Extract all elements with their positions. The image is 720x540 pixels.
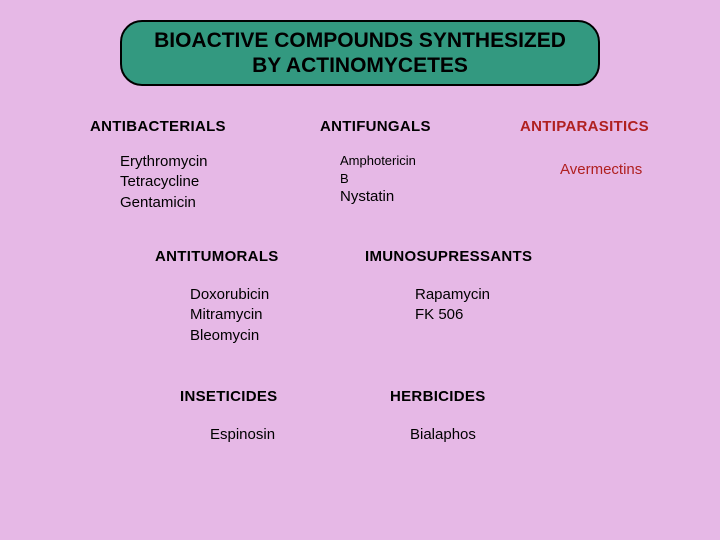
- items-antiparasitics: Avermectins: [560, 160, 642, 180]
- item-fk506: FK 506: [415, 305, 490, 325]
- item-bialaphos: Bialaphos: [410, 425, 476, 445]
- category-antifungals: ANTIFUNGALS: [320, 118, 431, 135]
- category-insecticides: INSETICIDES: [180, 388, 277, 405]
- item-avermectins: Avermectins: [560, 160, 642, 180]
- items-herbicides: Bialaphos: [410, 425, 476, 445]
- items-immunosuppressants: Rapamycin FK 506: [415, 285, 490, 326]
- items-insecticides: Espinosin: [210, 425, 275, 445]
- category-immunosuppressants: IMUNOSUPRESSANTS: [365, 248, 532, 265]
- items-antibacterials: Erythromycin Tetracycline Gentamicin: [120, 152, 208, 213]
- category-antibacterials: ANTIBACTERIALS: [90, 118, 226, 135]
- title-line2: BY ACTINOMYCETES: [136, 53, 584, 78]
- item-espinosin: Espinosin: [210, 425, 275, 445]
- category-herbicides: HERBICIDES: [390, 388, 486, 405]
- item-nystatin: Nystatin: [340, 187, 416, 207]
- category-antiparasitics: ANTIPARASITICS: [520, 118, 649, 135]
- item-erythromycin: Erythromycin: [120, 152, 208, 172]
- items-antitumorals: Doxorubicin Mitramycin Bleomycin: [190, 285, 269, 346]
- item-gentamicin: Gentamicin: [120, 193, 208, 213]
- item-amphotericin-1: Amphotericin: [340, 152, 416, 170]
- title-box: BIOACTIVE COMPOUNDS SYNTHESIZED BY ACTIN…: [120, 20, 600, 86]
- item-rapamycin: Rapamycin: [415, 285, 490, 305]
- item-amphotericin-2: B: [340, 170, 416, 188]
- title-line1: BIOACTIVE COMPOUNDS SYNTHESIZED: [136, 28, 584, 53]
- item-mitramycin: Mitramycin: [190, 305, 269, 325]
- items-antifungals: Amphotericin B Nystatin: [340, 152, 416, 207]
- item-doxorubicin: Doxorubicin: [190, 285, 269, 305]
- category-antitumorals: ANTITUMORALS: [155, 248, 279, 265]
- item-tetracycline: Tetracycline: [120, 172, 208, 192]
- item-bleomycin: Bleomycin: [190, 326, 269, 346]
